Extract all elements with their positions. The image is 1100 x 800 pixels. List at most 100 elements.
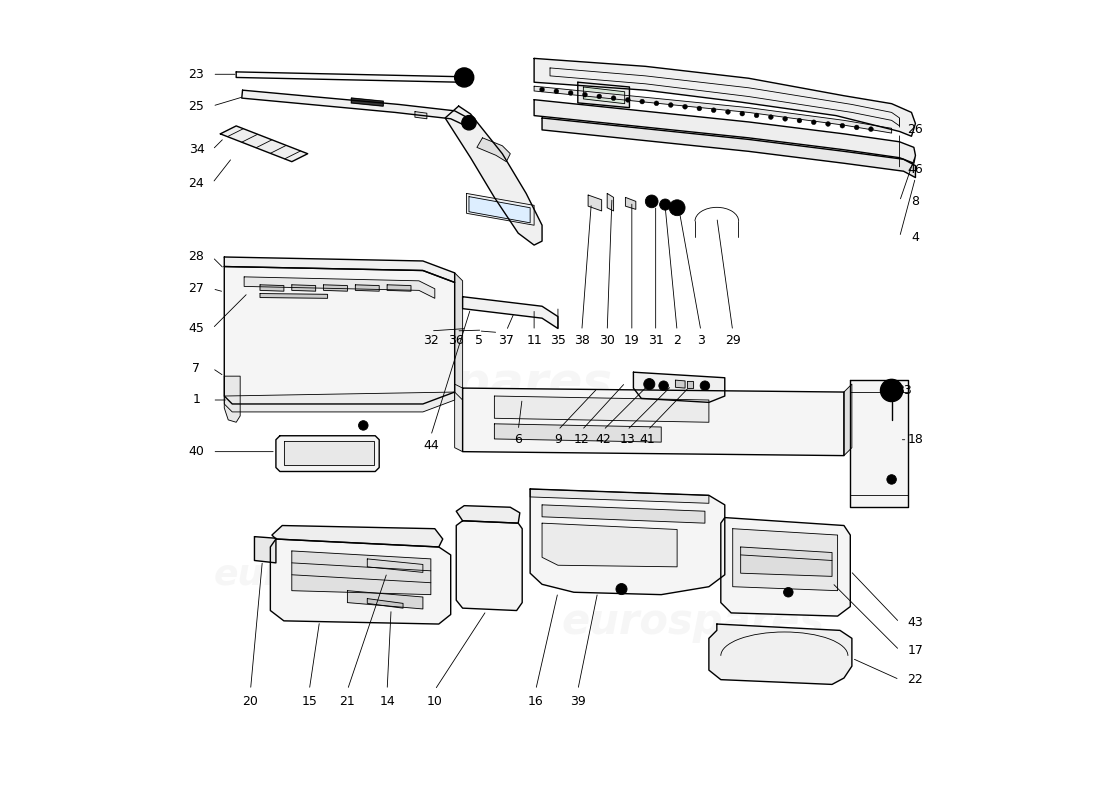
Circle shape — [669, 200, 685, 216]
Circle shape — [660, 199, 671, 210]
Polygon shape — [530, 489, 725, 594]
Circle shape — [683, 104, 688, 109]
Polygon shape — [242, 90, 466, 124]
Circle shape — [554, 89, 559, 94]
Circle shape — [783, 117, 788, 122]
Polygon shape — [236, 72, 461, 82]
Text: 2: 2 — [673, 334, 681, 347]
Polygon shape — [220, 126, 308, 162]
Polygon shape — [675, 380, 685, 388]
Polygon shape — [494, 396, 708, 422]
Polygon shape — [454, 384, 463, 452]
Text: 16: 16 — [528, 695, 543, 708]
Circle shape — [616, 583, 627, 594]
Circle shape — [887, 385, 898, 396]
Text: 44: 44 — [424, 438, 439, 452]
Text: 14: 14 — [379, 695, 395, 708]
Text: 35: 35 — [550, 334, 565, 347]
Polygon shape — [224, 392, 454, 412]
Text: 4: 4 — [912, 230, 920, 244]
Circle shape — [726, 110, 730, 114]
Text: eurospares: eurospares — [561, 602, 825, 643]
Polygon shape — [720, 518, 850, 616]
Polygon shape — [542, 118, 915, 178]
Polygon shape — [224, 257, 454, 282]
Circle shape — [812, 120, 816, 125]
Text: 1: 1 — [192, 394, 200, 406]
Polygon shape — [284, 442, 374, 465]
Text: 11: 11 — [526, 334, 542, 347]
Polygon shape — [456, 506, 520, 523]
Polygon shape — [463, 297, 558, 329]
Text: 26: 26 — [908, 123, 923, 136]
Text: 10: 10 — [427, 695, 442, 708]
Text: 24: 24 — [188, 177, 205, 190]
Polygon shape — [254, 537, 276, 563]
Text: 25: 25 — [188, 99, 205, 113]
Polygon shape — [578, 82, 629, 108]
Text: 33: 33 — [895, 384, 912, 397]
Circle shape — [659, 381, 669, 390]
Circle shape — [646, 195, 658, 208]
Text: 12: 12 — [574, 434, 590, 446]
Polygon shape — [355, 285, 380, 291]
Circle shape — [454, 68, 474, 87]
Circle shape — [826, 122, 830, 126]
Text: 42: 42 — [595, 434, 612, 446]
Polygon shape — [224, 266, 454, 404]
Text: eurospares: eurospares — [297, 360, 613, 408]
Circle shape — [654, 101, 659, 106]
Circle shape — [712, 108, 716, 113]
Circle shape — [783, 587, 793, 597]
Text: 27: 27 — [188, 282, 205, 295]
Polygon shape — [626, 198, 636, 210]
Text: 31: 31 — [648, 334, 663, 347]
Polygon shape — [740, 547, 832, 576]
Polygon shape — [224, 376, 240, 422]
Text: 37: 37 — [498, 334, 514, 347]
Text: 15: 15 — [301, 695, 317, 708]
Circle shape — [612, 96, 616, 101]
Circle shape — [798, 118, 802, 123]
Text: 43: 43 — [908, 616, 923, 629]
Polygon shape — [463, 388, 844, 456]
Text: 20: 20 — [243, 695, 258, 708]
Circle shape — [869, 126, 873, 131]
Polygon shape — [588, 195, 602, 211]
Polygon shape — [271, 539, 451, 624]
Circle shape — [880, 379, 903, 402]
Circle shape — [769, 114, 773, 119]
Polygon shape — [466, 194, 535, 226]
Text: 19: 19 — [624, 334, 640, 347]
Polygon shape — [634, 372, 725, 402]
Polygon shape — [446, 106, 542, 245]
Polygon shape — [542, 505, 705, 523]
Polygon shape — [607, 194, 614, 211]
Polygon shape — [477, 138, 510, 162]
Circle shape — [740, 111, 745, 116]
Text: 46: 46 — [908, 163, 923, 176]
Circle shape — [855, 125, 859, 130]
Polygon shape — [244, 277, 434, 298]
Circle shape — [669, 102, 673, 107]
Text: 32: 32 — [424, 334, 439, 347]
Text: eurospares: eurospares — [213, 558, 442, 592]
Polygon shape — [387, 285, 411, 291]
Polygon shape — [542, 523, 678, 567]
Circle shape — [583, 92, 587, 97]
Text: 18: 18 — [908, 434, 923, 446]
Text: 28: 28 — [188, 250, 205, 263]
Circle shape — [359, 421, 369, 430]
Polygon shape — [686, 381, 693, 388]
Polygon shape — [844, 384, 851, 456]
Text: 38: 38 — [574, 334, 590, 347]
Circle shape — [569, 90, 573, 95]
Polygon shape — [850, 380, 908, 507]
Text: 39: 39 — [570, 695, 585, 708]
Polygon shape — [469, 197, 530, 223]
Text: 7: 7 — [192, 362, 200, 374]
Polygon shape — [367, 598, 403, 608]
Polygon shape — [733, 529, 837, 590]
Polygon shape — [292, 551, 431, 594]
Polygon shape — [708, 624, 851, 685]
